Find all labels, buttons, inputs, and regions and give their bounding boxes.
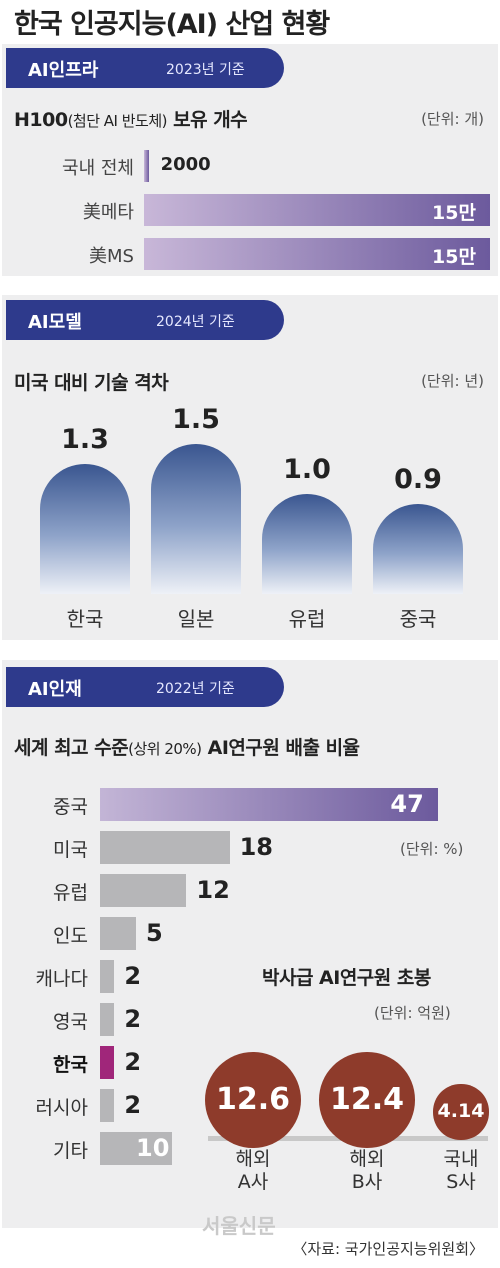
talent-value-label: 2 — [124, 1048, 142, 1076]
infra-unit: (단위: 개) — [421, 110, 484, 128]
talent-value-label: 5 — [146, 919, 163, 947]
model-unit: (단위: 년) — [421, 372, 484, 390]
talent-value-label: 10 — [136, 1134, 170, 1162]
model-category-label: 중국 — [399, 607, 437, 631]
talent-bar — [100, 831, 230, 864]
talent-category-label: 미국 — [53, 839, 88, 861]
salary-category-label: 국내 S사 — [416, 1148, 500, 1194]
talent-value-label: 2 — [124, 1091, 142, 1119]
infra-subtitle: H100(첨단 AI 반도체) 보유 개수 — [14, 105, 248, 132]
salary-category-line: 국내 — [443, 1148, 479, 1170]
model-basis: 2024년 기준 — [156, 314, 235, 330]
talent-bar — [100, 788, 439, 821]
talent-bar — [100, 917, 136, 950]
infra-category-label: 美메타 — [82, 202, 134, 223]
talent-bar — [100, 1132, 172, 1165]
infra-subtitle-main: H100 — [14, 109, 68, 131]
model-category-label: 한국 — [66, 607, 104, 631]
salary-category-label: 해외 A사 — [208, 1148, 298, 1194]
talent-value-label: 2 — [124, 962, 142, 990]
talent-category-label: 한국 — [53, 1054, 88, 1076]
talent-bar — [100, 1003, 115, 1036]
infra-value-label: 15만 — [432, 246, 476, 268]
infra-category-label: 국내 전체 — [62, 158, 134, 179]
talent-bar — [100, 1089, 115, 1122]
model-category-label: 유럽 — [288, 607, 326, 631]
salary-category-line: S사 — [446, 1171, 476, 1193]
infra-bar — [144, 194, 490, 226]
talent-category-label: 캐나다 — [35, 968, 88, 990]
model-bar — [262, 494, 352, 594]
salary-circle: 4.14 — [433, 1084, 489, 1140]
talent-tag-label: AI인재 — [28, 679, 82, 700]
talent-category-label: 유럽 — [53, 882, 88, 904]
model-value-label: 0.9 — [394, 464, 442, 495]
talent-value-label: 47 — [390, 790, 424, 818]
talent-category-label: 인도 — [53, 925, 88, 947]
talent-value-label: 2 — [124, 1005, 142, 1033]
talent-tag: AI인재 2022년 기준 — [6, 667, 284, 707]
infra-basis: 2023년 기준 — [166, 62, 245, 78]
infra-bar — [144, 150, 149, 182]
page-title: 한국 인공지능(AI) 산업 현황 — [14, 9, 330, 40]
infra-subtitle-tail: 보유 개수 — [167, 109, 248, 131]
salary-category-line: A사 — [237, 1171, 269, 1193]
salary-category-label: 해외 B사 — [322, 1148, 412, 1194]
infra-subtitle-paren: (첨단 AI 반도체) — [67, 112, 168, 130]
model-bar — [151, 444, 241, 594]
infra-value-label: 2000 — [160, 154, 211, 175]
talent-bar — [100, 1046, 115, 1079]
infra-tag-label: AI인프라 — [28, 60, 99, 81]
salary-category-line: 해외 — [235, 1148, 271, 1170]
infra-bar — [144, 238, 490, 270]
salary-circle: 12.4 — [319, 1052, 415, 1148]
talent-bar — [100, 960, 115, 993]
talent-subtitle: 세계 최고 수준(상위 20%) AI연구원 배출 비율 — [14, 733, 360, 760]
source: 〈자료: 국가인공지능위원회〉 — [292, 1240, 484, 1258]
salary-circle: 12.6 — [205, 1052, 301, 1148]
model-value-label: 1.3 — [61, 424, 109, 455]
model-value-label: 1.0 — [283, 454, 331, 485]
model-bar — [373, 504, 463, 594]
model-value-label: 1.5 — [172, 404, 220, 435]
talent-category-label: 기타 — [53, 1140, 88, 1162]
talent-subtitle-main: 세계 최고 수준 — [14, 737, 129, 759]
model-bar — [40, 464, 130, 594]
model-subtitle: 미국 대비 기술 격차 — [14, 372, 169, 394]
talent-category-label: 러시아 — [35, 1097, 88, 1119]
talent-subtitle-paren: (상위 20%) — [128, 740, 202, 758]
watermark: 서울신문 — [202, 1214, 276, 1238]
infra-category-label: 美MS — [89, 246, 134, 267]
talent-category-label: 중국 — [53, 796, 88, 818]
talent-bar — [100, 874, 187, 907]
model-category-label: 일본 — [177, 607, 215, 631]
talent-value-label: 12 — [196, 876, 230, 904]
talent-unit: (단위: %) — [400, 840, 464, 858]
talent-basis: 2022년 기준 — [156, 681, 235, 697]
talent-category-label: 영국 — [53, 1011, 88, 1033]
salary-category-line: B사 — [351, 1171, 383, 1193]
talent-value-label: 18 — [239, 833, 273, 861]
salary-unit: (단위: 억원) — [374, 1004, 451, 1022]
model-tag: AI모델 2024년 기준 — [6, 300, 284, 340]
infra-value-label: 15만 — [432, 202, 476, 224]
salary-category-line: 해외 — [349, 1148, 385, 1170]
talent-subtitle-tail: AI연구원 배출 비율 — [201, 737, 360, 759]
infra-tag: AI인프라 2023년 기준 — [6, 48, 284, 88]
salary-title: 박사급 AI연구원 초봉 — [262, 967, 431, 989]
model-tag-label: AI모델 — [28, 312, 82, 333]
